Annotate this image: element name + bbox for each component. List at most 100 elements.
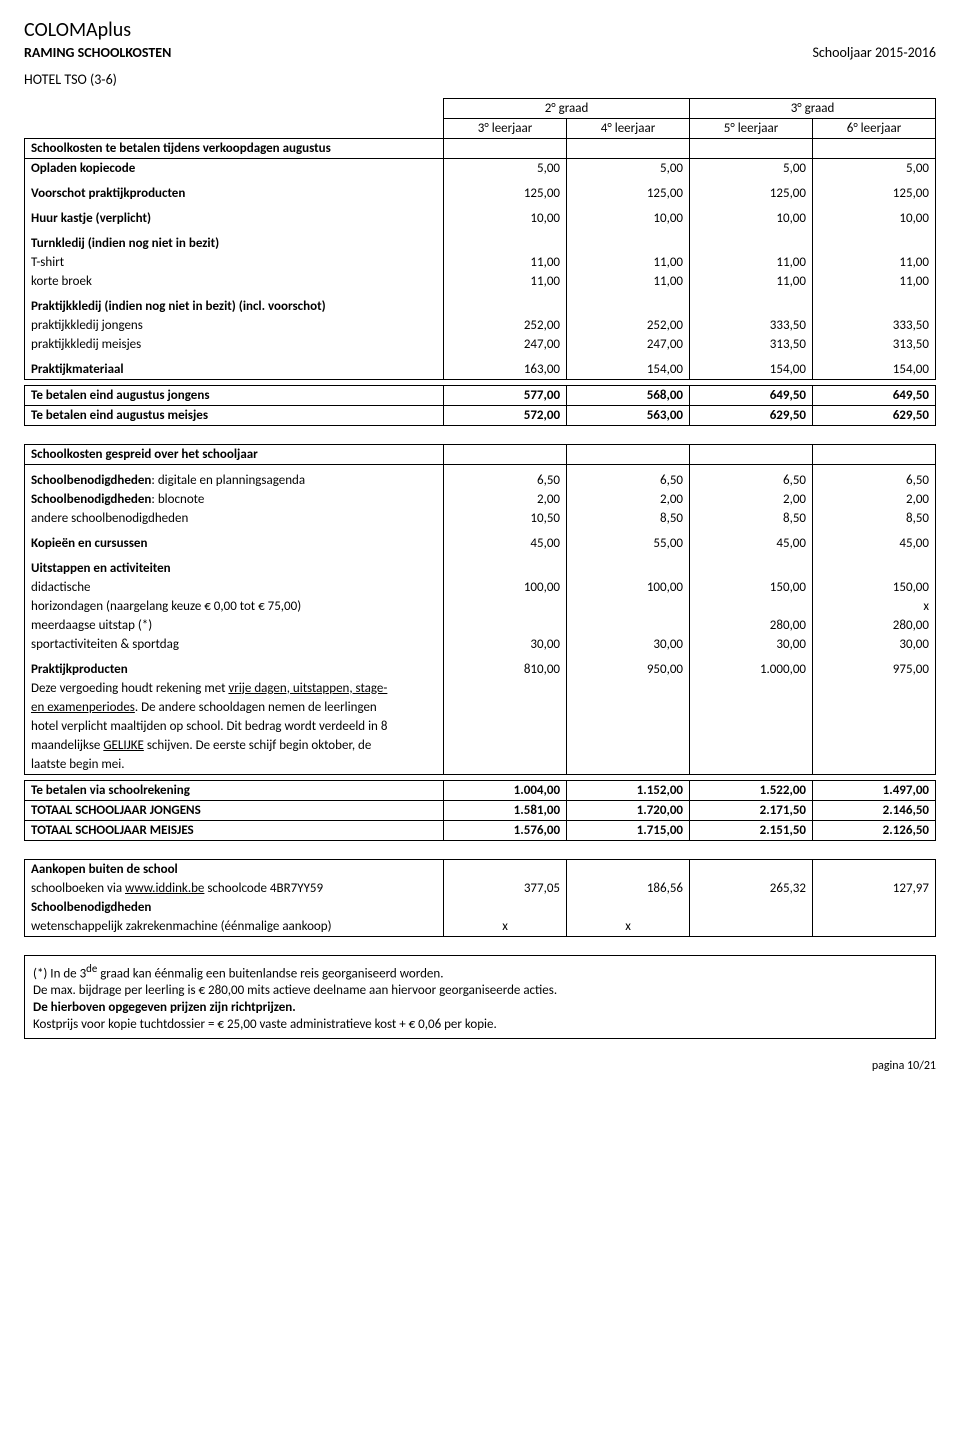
cell: 11,00 [567, 253, 690, 272]
cell [567, 597, 690, 616]
table-row: en examenperiodes. De andere schooldagen… [25, 698, 936, 717]
row-label: TOTAAL SCHOOLJAAR JONGENS [25, 800, 444, 820]
cell: 2,00 [567, 490, 690, 509]
row-label: Praktijkproducten [25, 660, 444, 679]
cell: x [567, 917, 690, 937]
table-row: laatste begin mei. [25, 755, 936, 775]
total-row: TOTAAL SCHOOLJAAR MEISJES 1.576,00 1.715… [25, 820, 936, 840]
cell: 2.146,50 [813, 800, 936, 820]
row-label: praktijkkledij jongens [25, 316, 444, 335]
row-label: T-shirt [25, 253, 444, 272]
cell: 11,00 [567, 272, 690, 291]
cell: x [444, 917, 567, 937]
cell: 150,00 [690, 578, 813, 597]
row-label: Praktijkkledij (indien nog niet in bezit… [25, 297, 444, 316]
cell: 1.581,00 [444, 800, 567, 820]
cell: 30,00 [690, 635, 813, 654]
year-6-header: 6° leerjaar [813, 119, 936, 139]
year-3-header: 3° leerjaar [444, 119, 567, 139]
section-header-row: Schoolkosten gespreid over het schooljaa… [25, 445, 936, 465]
cell [444, 616, 567, 635]
row-label: meerdaagse uitstap (*) [25, 616, 444, 635]
table-row: meerdaagse uitstap (*) 280,00 280,00 [25, 616, 936, 635]
cell: 10,00 [690, 209, 813, 228]
table-row: Turnkledij (indien nog niet in bezit) [25, 234, 936, 253]
cell: 1.000,00 [690, 660, 813, 679]
cell: 125,00 [690, 184, 813, 203]
cell: 252,00 [444, 316, 567, 335]
description-text: Deze vergoeding houdt rekening met vrije… [25, 679, 444, 698]
table-row: Uitstappen en activiteiten [25, 559, 936, 578]
cell: 45,00 [690, 534, 813, 553]
cell: 568,00 [567, 386, 690, 406]
cell: 11,00 [444, 253, 567, 272]
cell: 629,50 [813, 406, 936, 426]
school-year: Schooljaar 2015-2016 [812, 44, 936, 61]
table-row: schoolboeken via www.iddink.be schoolcod… [25, 879, 936, 898]
cell: 333,50 [690, 316, 813, 335]
cell: 11,00 [813, 272, 936, 291]
cell: 810,00 [444, 660, 567, 679]
row-label: Voorschot praktijkproducten [25, 184, 444, 203]
cell: 649,50 [690, 386, 813, 406]
cell: 127,97 [813, 879, 936, 898]
cell: 247,00 [567, 335, 690, 354]
table-costs-august: 2° graad 3° graad 3° leerjaar 4° leerjaa… [24, 98, 936, 426]
footnotes-box: (*) In de 3de graad kan éénmalig een bui… [24, 955, 936, 1039]
cell: 577,00 [444, 386, 567, 406]
cell: 11,00 [690, 253, 813, 272]
cell: 313,50 [690, 335, 813, 354]
cell: 1.576,00 [444, 820, 567, 840]
row-label: Schoolbenodigdheden: digitale en plannin… [25, 471, 444, 490]
row-label: Praktijkmateriaal [25, 360, 444, 380]
cell: 150,00 [813, 578, 936, 597]
cell [444, 597, 567, 616]
cell: 1.715,00 [567, 820, 690, 840]
cell: 6,50 [567, 471, 690, 490]
section-header-row: Schoolkosten te betalen tijdens verkoopd… [25, 139, 936, 159]
table-external-purchases: Aankopen buiten de school schoolboeken v… [24, 859, 936, 937]
cell: 5,00 [444, 159, 567, 179]
section-label: HOTEL TSO (3-6) [24, 71, 936, 88]
cell: 2.126,50 [813, 820, 936, 840]
cell: 629,50 [690, 406, 813, 426]
table-row: horizondagen (naargelang keuze € 0,00 to… [25, 597, 936, 616]
cell: 265,32 [690, 879, 813, 898]
cell: 45,00 [813, 534, 936, 553]
row-label: Schoolbenodigdheden: blocnote [25, 490, 444, 509]
total-row: Te betalen eind augustus jongens 577,00 … [25, 386, 936, 406]
cell: 5,00 [567, 159, 690, 179]
cell: 950,00 [567, 660, 690, 679]
cell: 45,00 [444, 534, 567, 553]
row-label: Kopieën en cursussen [25, 534, 444, 553]
row-label: horizondagen (naargelang keuze € 0,00 to… [25, 597, 444, 616]
cell: 10,50 [444, 509, 567, 528]
cell: 2,00 [813, 490, 936, 509]
cell: 154,00 [690, 360, 813, 380]
row-label: sportactiviteiten & sportdag [25, 635, 444, 654]
row-label: TOTAAL SCHOOLJAAR MEISJES [25, 820, 444, 840]
row-label: Schoolkosten gespreid over het schooljaa… [25, 445, 444, 465]
row-label: korte broek [25, 272, 444, 291]
row-label: wetenschappelijk zakrekenmachine (éénmal… [25, 917, 444, 937]
cell: 30,00 [813, 635, 936, 654]
table-row: Schoolbenodigdheden: digitale en plannin… [25, 471, 936, 490]
cell: 6,50 [813, 471, 936, 490]
cell [690, 597, 813, 616]
year-4-header: 4° leerjaar [567, 119, 690, 139]
table-row: Praktijkproducten 810,00 950,00 1.000,00… [25, 660, 936, 679]
cell: 11,00 [813, 253, 936, 272]
cell: 2.171,50 [690, 800, 813, 820]
row-label: praktijkkledij meisjes [25, 335, 444, 354]
cell: 100,00 [444, 578, 567, 597]
table-row: andere schoolbenodigdheden 10,50 8,50 8,… [25, 509, 936, 528]
footnote-line: De max. bijdrage per leerling is € 280,0… [33, 983, 927, 998]
row-label: Opladen kopiecode [25, 159, 444, 179]
row-label: Te betalen eind augustus jongens [25, 386, 444, 406]
row-label: Huur kastje (verplicht) [25, 209, 444, 228]
cell: 10,00 [444, 209, 567, 228]
section-header-row: Aankopen buiten de school [25, 859, 936, 879]
footnote-line: De hierboven opgegeven prijzen zijn rich… [33, 1000, 927, 1015]
cell: 2,00 [690, 490, 813, 509]
cell: 377,05 [444, 879, 567, 898]
